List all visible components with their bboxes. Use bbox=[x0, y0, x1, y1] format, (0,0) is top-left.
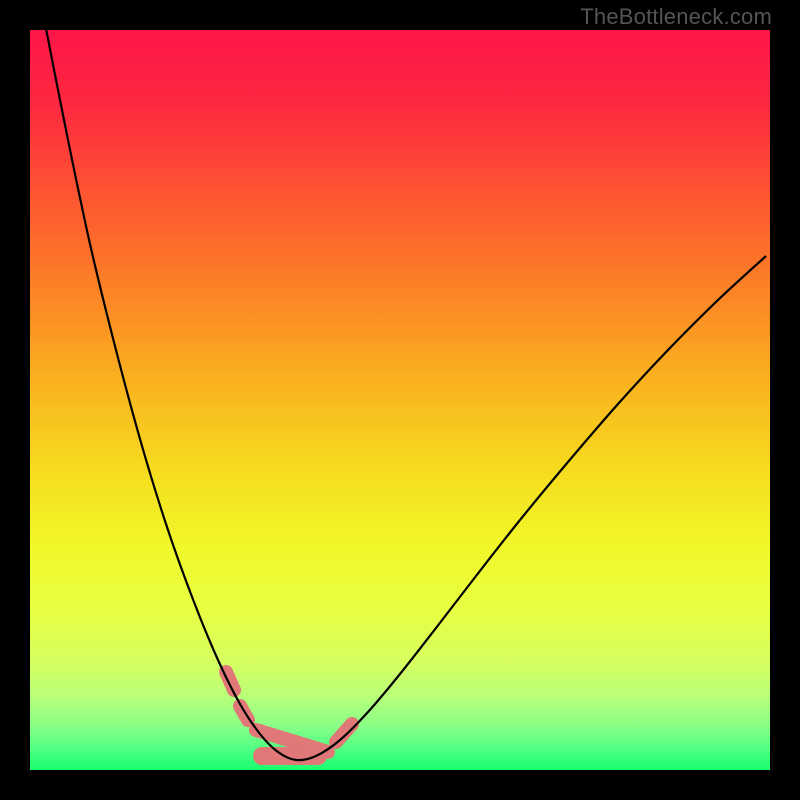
plot-svg bbox=[0, 0, 800, 800]
figure-root: TheBottleneck.com bbox=[0, 0, 800, 800]
plot-area bbox=[30, 30, 770, 770]
watermark-text: TheBottleneck.com bbox=[580, 4, 772, 30]
